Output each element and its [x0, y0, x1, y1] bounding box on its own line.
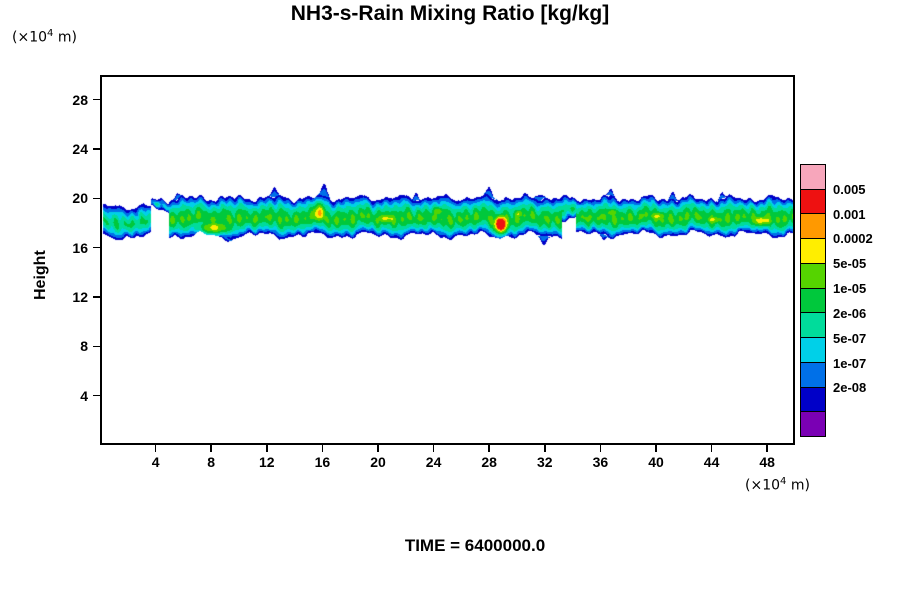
colorbar-cell — [801, 412, 825, 437]
colorbar-label: 1e-07 — [833, 355, 867, 371]
y-tick-label: 28 — [72, 91, 88, 108]
y-tick-label: 24 — [72, 141, 88, 157]
colorbar-cell — [801, 387, 825, 413]
chart-title: NH3-s-Rain Mixing Ratio [kg/kg] — [290, 2, 610, 25]
x-unit-prefix: (×10 — [745, 477, 781, 494]
x-tick-mark — [655, 445, 657, 452]
x-tick-label: 44 — [703, 454, 720, 470]
colorbar-cell — [801, 214, 825, 240]
y-tick-label: 8 — [80, 338, 88, 355]
x-tick-label: 16 — [314, 454, 331, 470]
field-canvas — [100, 75, 795, 445]
x-tick-mark — [266, 445, 268, 452]
colorbar-cell — [801, 362, 825, 388]
x-tick-label: 12 — [259, 454, 275, 470]
y-tick-label: 12 — [72, 289, 88, 305]
y-tick-mark — [93, 296, 100, 298]
y-unit-suffix: m) — [53, 29, 77, 46]
x-tick-mark — [377, 445, 379, 452]
y-tick-mark — [93, 345, 100, 348]
x-tick-mark — [599, 445, 602, 452]
x-tick-label: 36 — [592, 454, 609, 470]
colorbar-label: 0.005 — [833, 181, 866, 197]
y-tick-label: 16 — [72, 239, 88, 256]
x-tick-mark — [710, 445, 713, 452]
y-tick-mark — [93, 98, 100, 101]
colorbar-label: 5e-05 — [833, 256, 867, 272]
colorbar-cell — [801, 239, 825, 264]
colorbar-cell — [801, 189, 825, 215]
colorbar-label: 2e-08 — [833, 380, 867, 396]
y-tick-mark — [93, 246, 100, 249]
colorbar-cell — [801, 288, 825, 314]
colorbar-label: 1e-05 — [833, 281, 867, 297]
x-tick-mark — [544, 445, 546, 452]
colorbar-label: 5e-07 — [833, 330, 867, 346]
x-tick-label: 20 — [370, 454, 386, 470]
x-tick-mark — [154, 445, 157, 452]
y-unit-exponent: 4 — [47, 28, 54, 39]
y-axis-title: Height — [32, 250, 49, 300]
x-tick-mark — [210, 445, 212, 452]
y-tick-label: 4 — [80, 387, 88, 404]
x-axis-unit-label: (×104 m) — [745, 476, 810, 494]
colorbar-cell — [801, 338, 825, 363]
x-tick-mark — [432, 445, 435, 452]
x-tick-label: 8 — [207, 454, 216, 470]
x-tick-label: 48 — [759, 454, 775, 470]
colorbar-cell — [801, 313, 825, 339]
y-tick-mark — [93, 394, 100, 397]
x-tick-label: 28 — [481, 454, 497, 470]
y-tick-mark — [93, 148, 100, 150]
x-tick-label: 4 — [151, 454, 160, 470]
x-tick-label: 24 — [425, 454, 442, 470]
colorbar-label: 0.0002 — [833, 231, 873, 247]
x-tick-mark — [488, 445, 490, 452]
time-label: TIME = 6400000.0 — [404, 536, 546, 555]
y-unit-prefix: (×10 — [12, 29, 48, 46]
y-axis-unit-label: (×104 m) — [12, 28, 77, 46]
x-tick-label: 32 — [537, 454, 553, 470]
plot-frame — [100, 75, 795, 445]
colorbar-cell — [801, 263, 825, 289]
y-tick-label: 20 — [72, 190, 88, 207]
colorbar — [800, 164, 826, 437]
colorbar-cell — [801, 165, 825, 190]
colorbar-label: 0.001 — [833, 206, 866, 222]
x-tick-mark — [766, 445, 768, 452]
x-tick-label: 40 — [648, 454, 664, 470]
x-unit-suffix: m) — [786, 477, 810, 494]
y-tick-mark — [93, 197, 100, 200]
x-tick-mark — [321, 445, 324, 452]
x-unit-exponent: 4 — [780, 476, 787, 487]
colorbar-label: 2e-06 — [833, 305, 867, 321]
